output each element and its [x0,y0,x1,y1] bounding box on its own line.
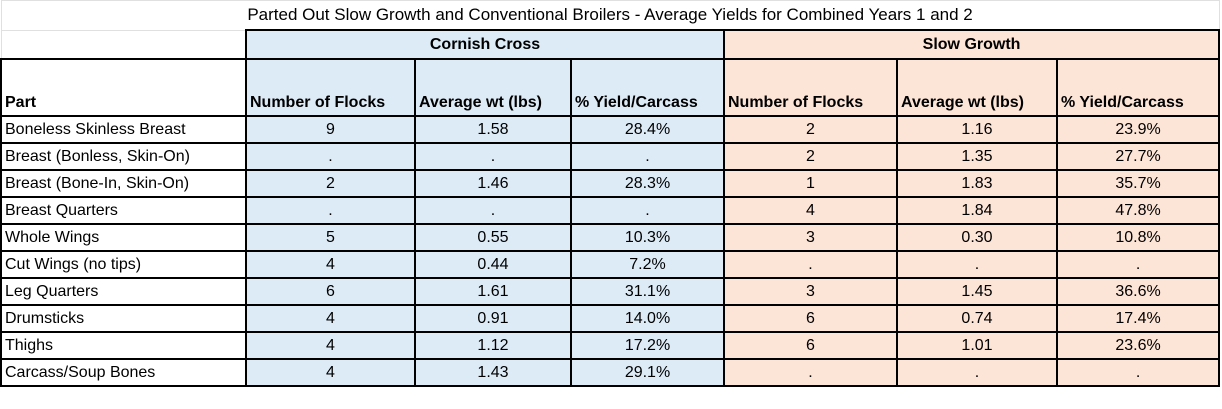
column-header-sg-avgwt: Average wt (lbs) [896,58,1058,117]
cc-avgwt-cell: 0.44 [414,250,572,279]
sg-yield-cell: 35.7% [1055,169,1221,198]
sg-flocks-cell: . [723,250,898,279]
group-header-row: Cornish Cross Slow Growth [0,29,1221,60]
cc-yield-cell: 17.2% [570,331,725,360]
cc-avgwt-cell: . [414,196,572,225]
sg-flocks-cell: 2 [723,142,898,171]
part-cell: Thighs [0,331,247,360]
cc-avgwt-cell: 1.43 [414,358,572,387]
cc-yield-cell: . [570,142,725,171]
sg-yield-cell: 36.6% [1055,277,1221,306]
yields-table: Parted Out Slow Growth and Conventional … [0,0,1221,387]
sg-flocks-cell: 4 [723,196,898,225]
cc-flocks-cell: 5 [245,223,416,252]
part-cell: Boneless Skinless Breast [0,115,247,144]
cc-avgwt-cell: 0.55 [414,223,572,252]
sg-yield-cell: 23.9% [1055,115,1221,144]
cc-avgwt-cell: 1.61 [414,277,572,306]
part-cell: Breast (Bone-In, Skin-On) [0,169,247,198]
sg-avgwt-cell: . [896,250,1058,279]
sg-flocks-cell: . [723,358,898,387]
cc-yield-cell: 28.4% [570,115,725,144]
sg-avgwt-cell: 1.83 [896,169,1058,198]
sg-yield-cell: . [1055,250,1221,279]
table-row: Whole Wings 5 0.55 10.3% 3 0.30 10.8% [0,223,1221,252]
sg-avgwt-cell: 0.30 [896,223,1058,252]
column-header-sg-yield: % Yield/Carcass [1055,58,1221,117]
table-row: Breast (Bonless, Skin-On) . . . 2 1.35 2… [0,142,1221,171]
sg-flocks-cell: 6 [723,304,898,333]
cc-flocks-cell: 4 [245,304,416,333]
cc-yield-cell: 7.2% [570,250,725,279]
sg-yield-cell: 10.8% [1055,223,1221,252]
part-cell: Carcass/Soup Bones [0,358,247,387]
table-row: Drumsticks 4 0.91 14.0% 6 0.74 17.4% [0,304,1221,333]
table-row: Cut Wings (no tips) 4 0.44 7.2% . . . [0,250,1221,279]
group-header-cornish-cross: Cornish Cross [245,29,725,60]
cc-flocks-cell: 6 [245,277,416,306]
table-title: Parted Out Slow Growth and Conventional … [0,0,1220,31]
sg-flocks-cell: 2 [723,115,898,144]
cc-yield-cell: 29.1% [570,358,725,387]
column-header-sg-flocks: Number of Flocks [723,58,898,117]
part-cell: Cut Wings (no tips) [0,250,247,279]
part-cell: Leg Quarters [0,277,247,306]
cc-flocks-cell: 4 [245,358,416,387]
sg-avgwt-cell: . [896,358,1058,387]
sg-avgwt-cell: 1.35 [896,142,1058,171]
cc-avgwt-cell: 0.91 [414,304,572,333]
cc-yield-cell: 14.0% [570,304,725,333]
cc-flocks-cell: . [245,196,416,225]
column-header-cc-flocks: Number of Flocks [245,58,416,117]
cc-avgwt-cell: . [414,142,572,171]
table-row: Thighs 4 1.12 17.2% 6 1.01 23.6% [0,331,1221,360]
cc-yield-cell: 28.3% [570,169,725,198]
sg-flocks-cell: 6 [723,331,898,360]
cc-avgwt-cell: 1.58 [414,115,572,144]
cc-yield-cell: . [570,196,725,225]
sg-avgwt-cell: 1.01 [896,331,1058,360]
table-row: Carcass/Soup Bones 4 1.43 29.1% . . . [0,358,1221,387]
sg-avgwt-cell: 1.45 [896,277,1058,306]
sg-avgwt-cell: 1.16 [896,115,1058,144]
sg-yield-cell: . [1055,358,1221,387]
sg-flocks-cell: 3 [723,223,898,252]
column-header-row: Part Number of Flocks Average wt (lbs) %… [0,58,1221,117]
part-cell: Breast (Bonless, Skin-On) [0,142,247,171]
part-cell: Breast Quarters [0,196,247,225]
sg-yield-cell: 17.4% [1055,304,1221,333]
cc-flocks-cell: 4 [245,331,416,360]
cc-flocks-cell: 9 [245,115,416,144]
group-header-spacer [0,30,246,59]
table-row: Boneless Skinless Breast 9 1.58 28.4% 2 … [0,115,1221,144]
cc-flocks-cell: 4 [245,250,416,279]
sg-yield-cell: 23.6% [1055,331,1221,360]
sg-yield-cell: 47.8% [1055,196,1221,225]
sg-avgwt-cell: 1.84 [896,196,1058,225]
sg-flocks-cell: 1 [723,169,898,198]
column-header-cc-yield: % Yield/Carcass [570,58,725,117]
table-row: Breast (Bone-In, Skin-On) 2 1.46 28.3% 1… [0,169,1221,198]
cc-flocks-cell: 2 [245,169,416,198]
cc-yield-cell: 31.1% [570,277,725,306]
sg-yield-cell: 27.7% [1055,142,1221,171]
cc-avgwt-cell: 1.12 [414,331,572,360]
group-header-slow-growth: Slow Growth [722,29,1221,60]
cc-avgwt-cell: 1.46 [414,169,572,198]
column-header-cc-avgwt: Average wt (lbs) [414,58,572,117]
part-cell: Drumsticks [0,304,247,333]
sg-flocks-cell: 3 [723,277,898,306]
cc-flocks-cell: . [245,142,416,171]
table-row: Leg Quarters 6 1.61 31.1% 3 1.45 36.6% [0,277,1221,306]
title-row: Parted Out Slow Growth and Conventional … [0,0,1220,31]
column-header-part: Part [0,58,247,117]
part-cell: Whole Wings [0,223,247,252]
cc-yield-cell: 10.3% [570,223,725,252]
sg-avgwt-cell: 0.74 [896,304,1058,333]
table-row: Breast Quarters . . . 4 1.84 47.8% [0,196,1221,225]
